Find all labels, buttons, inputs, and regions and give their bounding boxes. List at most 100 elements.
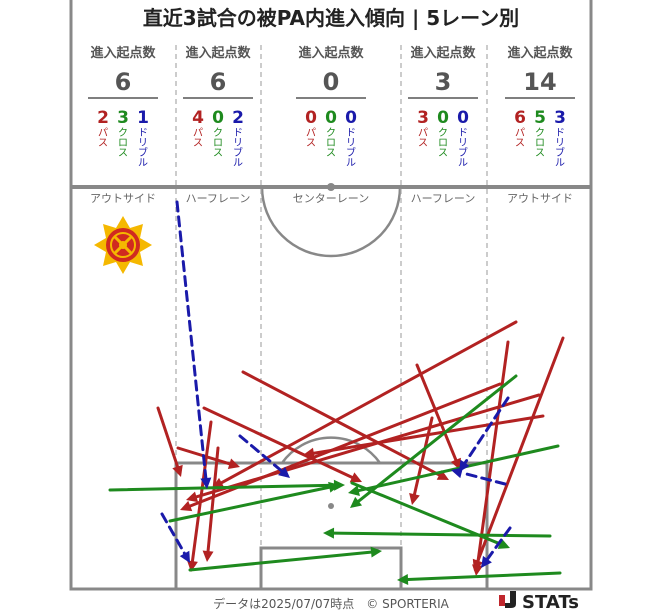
pass-count: 3 (417, 108, 429, 128)
dribble-count: 0 (457, 108, 469, 128)
dribble-count: 0 (345, 108, 357, 128)
pass-label: パ (98, 127, 108, 139)
pass-label: パ (418, 127, 428, 139)
dribble-arrow-shaft (460, 471, 507, 486)
lane-total: 0 (323, 68, 340, 96)
pass-arrow (303, 414, 545, 459)
cross-arrow-shaft (332, 531, 552, 538)
pass-count: 2 (97, 108, 109, 128)
pass-arrow-head (472, 564, 483, 576)
lane-name: ハーフレーン (186, 192, 251, 205)
footer-note: データは2025/07/07時点 © SPORTERIA (213, 596, 450, 611)
metric-label: 進入起点数 (410, 45, 476, 61)
pass-label: ス (515, 138, 525, 149)
dribble-arrow (238, 434, 290, 478)
dribble-label: リ (346, 138, 356, 149)
brand-mark-j (505, 591, 516, 608)
pass-arrow-shaft (190, 420, 213, 563)
lane-name: センターレーン (293, 192, 369, 205)
pass-label: ス (418, 138, 428, 149)
entry-arrows (108, 200, 565, 586)
dribble-arrow-shaft (160, 512, 187, 555)
dribble-arrow-shaft (175, 200, 208, 480)
lane-name: ハーフレーン (411, 192, 476, 205)
dribble-label: ブ (346, 146, 356, 159)
cross-arrow (348, 444, 560, 496)
dribble-count: 2 (232, 108, 244, 128)
pass-arrow (156, 406, 183, 477)
lane-name: アウトサイド (507, 192, 573, 205)
cross-arrow-head (497, 538, 510, 549)
dribble-arrow (160, 512, 190, 563)
cross-arrow-shaft (357, 374, 518, 503)
cross-arrow-head (323, 527, 335, 539)
cross-label: ク (326, 127, 336, 139)
cross-arrow (188, 546, 382, 572)
pass-arrow (187, 420, 213, 572)
pass-arrow-shaft (312, 414, 545, 455)
dribble-label: リ (138, 138, 148, 149)
dribble-label: ド (555, 128, 565, 139)
pass-arrow-head (202, 550, 214, 562)
pass-arrow-head (409, 493, 420, 505)
cross-arrow (323, 527, 552, 539)
pass-label: パ (515, 127, 525, 139)
pass-label: ス (306, 138, 316, 149)
dribble-arrow-head (200, 477, 212, 489)
pass-arrow (202, 406, 362, 483)
pass-count: 0 (305, 108, 317, 128)
chart-title: 直近3試合の被PA内進入傾向 | 5レーン別 (143, 6, 519, 30)
pitch (69, 0, 593, 591)
dribble-label: ル (233, 158, 243, 169)
dribble-label: ド (346, 128, 356, 139)
penalty-arc (280, 436, 382, 464)
pass-arrow-shaft (188, 382, 502, 508)
cross-label: ス (213, 148, 223, 159)
pass-arrow (180, 382, 502, 512)
crest-ring (110, 232, 136, 258)
pass-count: 4 (192, 108, 204, 128)
dribble-arrow-shaft (463, 396, 510, 465)
metric-label: 進入起点数 (507, 45, 573, 61)
dribble-arrow-head (278, 466, 290, 478)
lane-names: アウトサイド ハーフレーン センターレーン ハーフレーン アウトサイド (90, 192, 573, 205)
cross-label: ク (118, 127, 128, 139)
dribble-label: ル (555, 158, 565, 169)
dribble-label: ブ (233, 146, 243, 159)
center-spot (327, 183, 335, 191)
pass-arrow-shaft (476, 336, 565, 563)
dribble-label: ル (138, 158, 148, 169)
cross-arrow (397, 571, 562, 586)
dribble-count: 3 (554, 108, 566, 128)
pass-arrow (241, 370, 449, 480)
dribble-arrow (451, 467, 507, 486)
cross-arrow (168, 481, 340, 523)
cross-label: ク (213, 127, 223, 139)
pass-arrow-head (187, 560, 198, 572)
pass-arrow-head (180, 500, 193, 512)
cross-arrow-head (397, 574, 409, 586)
brand-name: STATs (522, 592, 579, 611)
pass-label: ス (98, 138, 108, 149)
dribble-arrow-head (179, 550, 190, 563)
cross-arrow-head (328, 481, 340, 493)
crest-core (119, 241, 127, 249)
dribble-label: リ (233, 138, 243, 149)
center-circle (260, 186, 402, 258)
lane-total: 6 (115, 68, 132, 96)
pass-arrow-head (172, 464, 183, 477)
pass-label: パ (306, 127, 316, 139)
pass-arrow-shaft (206, 446, 220, 553)
pass-arrow-shaft (475, 340, 510, 567)
cross-arrow-shaft (350, 481, 502, 546)
cross-count: 0 (212, 108, 224, 128)
cross-arrow-head (370, 546, 382, 558)
team-crest (94, 216, 152, 274)
dribble-label: ド (458, 128, 468, 139)
cross-count: 0 (325, 108, 337, 128)
cross-arrow (350, 481, 510, 549)
lane-total: 6 (210, 68, 227, 96)
